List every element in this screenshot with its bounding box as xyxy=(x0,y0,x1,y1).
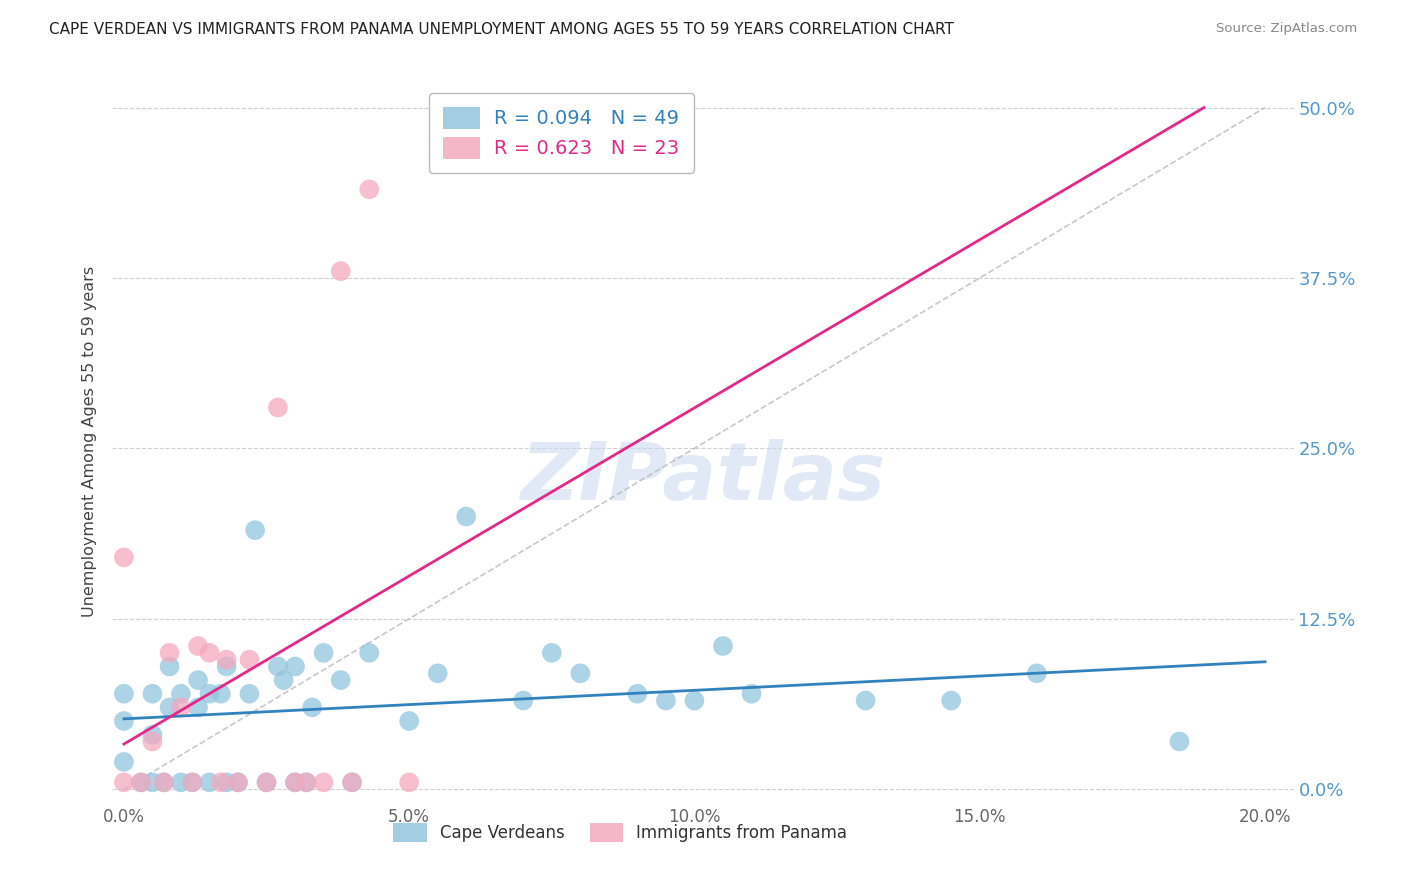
Point xyxy=(187,673,209,687)
Point xyxy=(215,653,238,667)
Point xyxy=(740,687,762,701)
Point xyxy=(226,775,249,789)
Point xyxy=(238,653,260,667)
Point xyxy=(711,639,734,653)
Point xyxy=(170,700,193,714)
Point xyxy=(1025,666,1047,681)
Text: CAPE VERDEAN VS IMMIGRANTS FROM PANAMA UNEMPLOYMENT AMONG AGES 55 TO 59 YEARS CO: CAPE VERDEAN VS IMMIGRANTS FROM PANAMA U… xyxy=(49,22,955,37)
Point xyxy=(456,509,478,524)
Point xyxy=(112,687,135,701)
Point xyxy=(512,693,534,707)
Point xyxy=(295,775,318,789)
Point xyxy=(209,775,232,789)
Point xyxy=(170,687,193,701)
Point xyxy=(141,734,163,748)
Point xyxy=(359,182,381,196)
Point xyxy=(312,646,335,660)
Point xyxy=(112,755,135,769)
Point xyxy=(398,775,420,789)
Point xyxy=(340,775,363,789)
Point xyxy=(655,693,678,707)
Y-axis label: Unemployment Among Ages 55 to 59 years: Unemployment Among Ages 55 to 59 years xyxy=(82,266,97,617)
Point xyxy=(284,775,307,789)
Point xyxy=(198,687,221,701)
Point xyxy=(426,666,449,681)
Point xyxy=(187,639,209,653)
Point xyxy=(359,646,381,660)
Point xyxy=(340,775,363,789)
Point xyxy=(198,775,221,789)
Point xyxy=(329,673,352,687)
Point xyxy=(215,659,238,673)
Point xyxy=(129,775,152,789)
Point xyxy=(267,401,290,415)
Point xyxy=(141,775,163,789)
Point xyxy=(198,646,221,660)
Point xyxy=(284,659,307,673)
Point xyxy=(159,659,181,673)
Point xyxy=(141,728,163,742)
Point xyxy=(301,700,323,714)
Point xyxy=(170,775,193,789)
Point xyxy=(209,687,232,701)
Point xyxy=(398,714,420,728)
Point xyxy=(329,264,352,278)
Point xyxy=(569,666,592,681)
Point xyxy=(683,693,706,707)
Text: Source: ZipAtlas.com: Source: ZipAtlas.com xyxy=(1216,22,1357,36)
Point xyxy=(256,775,278,789)
Point xyxy=(112,775,135,789)
Point xyxy=(855,693,877,707)
Point xyxy=(181,775,204,789)
Point xyxy=(181,775,204,789)
Point xyxy=(295,775,318,789)
Point xyxy=(626,687,648,701)
Point xyxy=(153,775,176,789)
Point xyxy=(941,693,963,707)
Point xyxy=(540,646,562,660)
Text: ZIPatlas: ZIPatlas xyxy=(520,439,886,516)
Point xyxy=(129,775,152,789)
Point xyxy=(112,714,135,728)
Point xyxy=(1168,734,1191,748)
Point xyxy=(256,775,278,789)
Legend: Cape Verdeans, Immigrants from Panama: Cape Verdeans, Immigrants from Panama xyxy=(387,816,853,848)
Point xyxy=(159,646,181,660)
Point xyxy=(312,775,335,789)
Point xyxy=(226,775,249,789)
Point xyxy=(284,775,307,789)
Point xyxy=(153,775,176,789)
Point xyxy=(159,700,181,714)
Point xyxy=(238,687,260,701)
Point xyxy=(141,687,163,701)
Point xyxy=(273,673,295,687)
Point xyxy=(267,659,290,673)
Point xyxy=(112,550,135,565)
Point xyxy=(187,700,209,714)
Point xyxy=(243,523,266,537)
Point xyxy=(215,775,238,789)
